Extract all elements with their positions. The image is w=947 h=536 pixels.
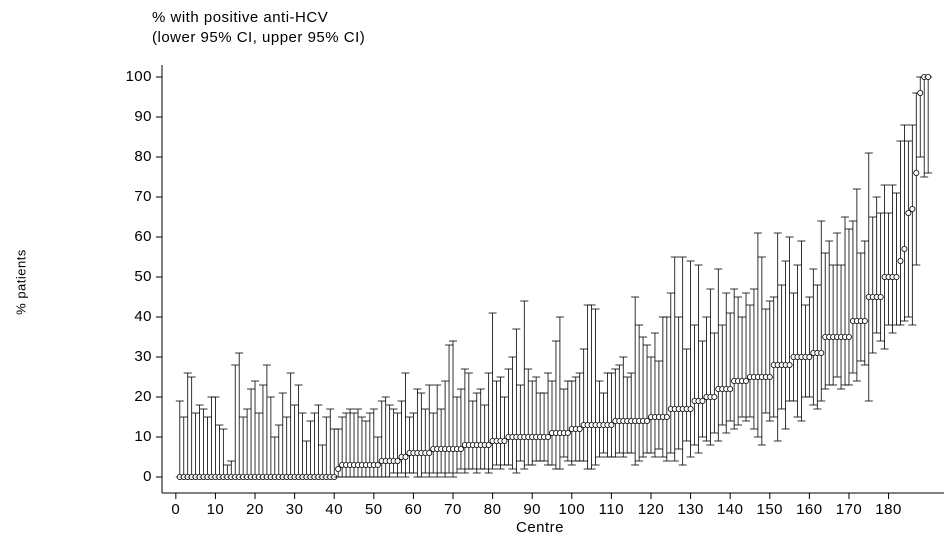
- x-tick-label: 140: [717, 501, 744, 518]
- x-tick-label: 20: [246, 501, 264, 518]
- point: [743, 377, 750, 384]
- point: [426, 449, 433, 456]
- point: [335, 465, 342, 472]
- y-tick-label: 100: [125, 68, 152, 85]
- point: [576, 425, 583, 432]
- point: [644, 417, 651, 424]
- point: [818, 349, 825, 356]
- point: [861, 317, 868, 324]
- point: [917, 90, 924, 97]
- y-tick-label: 50: [134, 268, 152, 285]
- point: [877, 293, 884, 300]
- x-tick-label: 90: [523, 501, 541, 518]
- x-tick-label: 120: [638, 501, 665, 518]
- y-tick-label: 70: [134, 188, 152, 205]
- point: [457, 445, 464, 452]
- y-tick-label: 30: [134, 348, 152, 365]
- point: [402, 453, 409, 460]
- point: [485, 441, 492, 448]
- y-tick-label: 20: [134, 388, 152, 405]
- point: [893, 273, 900, 280]
- chart-subtitle: (lower 95% CI, upper 95% CI): [152, 29, 365, 46]
- x-tick-label: 110: [599, 501, 624, 518]
- point: [394, 457, 401, 464]
- point: [501, 437, 508, 444]
- y-tick-label: 0: [143, 468, 152, 485]
- y-tick-label: 60: [134, 228, 152, 245]
- point: [909, 205, 916, 212]
- x-tick-label: 10: [207, 501, 225, 518]
- y-axis-label: % patients: [13, 249, 28, 315]
- point: [545, 433, 552, 440]
- point: [806, 353, 813, 360]
- x-tick-label: 170: [836, 501, 863, 518]
- point: [786, 361, 793, 368]
- x-tick-label: 0: [171, 501, 180, 518]
- point: [727, 385, 734, 392]
- x-tick-label: 130: [677, 501, 704, 518]
- point: [905, 209, 912, 216]
- x-tick-label: 70: [444, 501, 462, 518]
- x-axis-label: Centre: [516, 519, 564, 536]
- y-tick-label: 90: [134, 108, 152, 125]
- point: [845, 333, 852, 340]
- point: [766, 373, 773, 380]
- point: [608, 421, 615, 428]
- x-tick-label: 100: [559, 501, 586, 518]
- x-tick-label: 30: [286, 501, 304, 518]
- chart-title: % with positive anti-HCV: [152, 9, 328, 26]
- point: [901, 245, 908, 252]
- point: [663, 413, 670, 420]
- point: [374, 461, 381, 468]
- x-tick-label: 40: [325, 501, 343, 518]
- y-tick-label: 40: [134, 308, 152, 325]
- point: [913, 169, 920, 176]
- x-tick-label: 180: [875, 501, 902, 518]
- point: [711, 393, 718, 400]
- x-tick-label: 60: [405, 501, 423, 518]
- point: [925, 74, 932, 81]
- x-tick-label: 160: [796, 501, 823, 518]
- point: [564, 429, 571, 436]
- x-tick-label: 80: [484, 501, 502, 518]
- x-tick-label: 50: [365, 501, 383, 518]
- point: [687, 405, 694, 412]
- x-tick-label: 150: [757, 501, 784, 518]
- point: [699, 397, 706, 404]
- y-tick-label: 10: [134, 428, 152, 445]
- point: [897, 257, 904, 264]
- y-tick-label: 80: [134, 148, 152, 165]
